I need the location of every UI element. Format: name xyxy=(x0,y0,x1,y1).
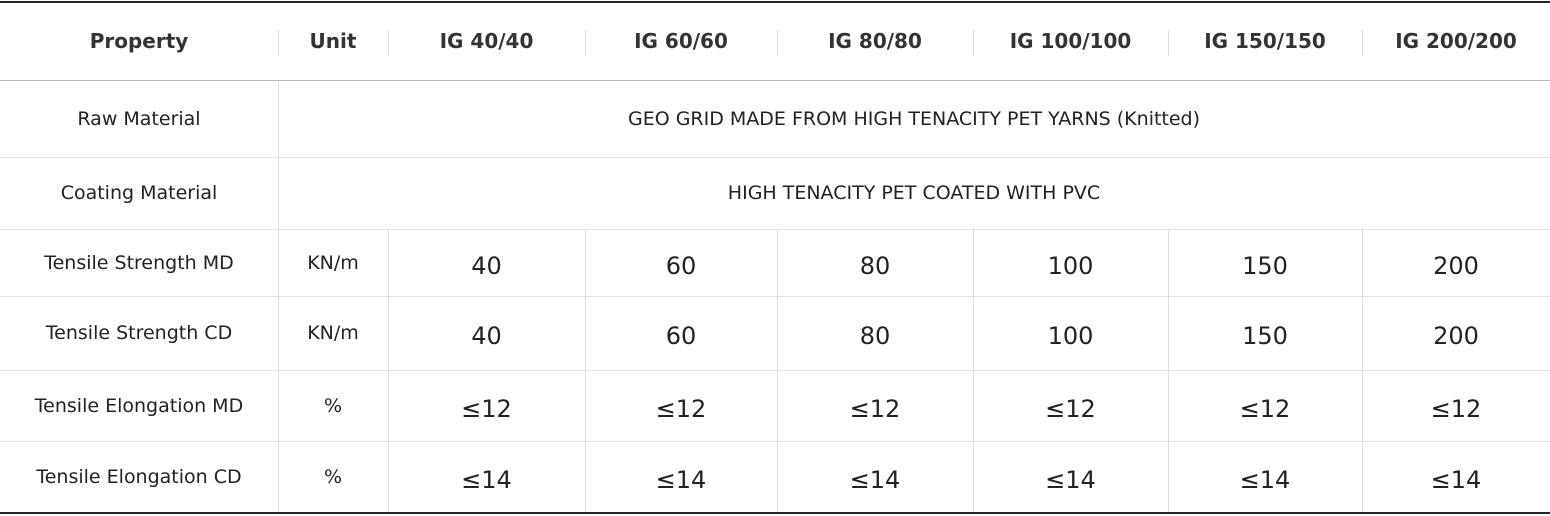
span-cell: HIGH TENACITY PET COATED WITH PVC xyxy=(727,182,1101,204)
column-header: Property xyxy=(89,29,189,53)
unit-cell: KN/m xyxy=(307,251,359,274)
value-cell: 80 xyxy=(859,251,891,280)
header-divider xyxy=(388,30,389,56)
span-cell: GEO GRID MADE FROM HIGH TENACITY PET YAR… xyxy=(627,107,1201,130)
column-header: Unit xyxy=(309,29,357,53)
value-cell: 60 xyxy=(665,251,697,280)
value-cell: ≤14 xyxy=(1430,466,1482,494)
col-divider xyxy=(1168,229,1169,512)
property-cell: Tensile Elongation MD xyxy=(34,394,244,417)
bottom-border xyxy=(0,512,1550,514)
col-divider xyxy=(777,229,778,512)
value-cell: ≤14 xyxy=(849,466,901,494)
value-cell: ≤12 xyxy=(849,394,901,423)
value-cell: ≤14 xyxy=(655,466,707,494)
unit-cell: KN/m xyxy=(307,322,359,344)
column-header: IG 150/150 xyxy=(1204,29,1326,53)
column-header: IG 200/200 xyxy=(1395,29,1517,53)
row-line xyxy=(0,229,1550,230)
value-cell: 80 xyxy=(859,322,891,350)
header-divider xyxy=(585,30,586,56)
header-border xyxy=(0,80,1550,81)
value-cell: 40 xyxy=(471,251,502,280)
value-cell: 150 xyxy=(1242,251,1288,280)
row-line xyxy=(0,157,1550,158)
col-divider xyxy=(973,229,974,512)
header-divider xyxy=(278,30,279,56)
value-cell: 60 xyxy=(665,322,697,350)
value-cell: ≤12 xyxy=(1430,394,1482,423)
top-border xyxy=(0,1,1550,3)
property-cell: Coating Material xyxy=(60,182,218,204)
property-cell: Tensile Strength MD xyxy=(44,251,234,274)
col-divider xyxy=(278,82,279,512)
value-cell: ≤12 xyxy=(1239,394,1291,423)
header-divider xyxy=(777,30,778,56)
value-cell: 100 xyxy=(1047,251,1094,280)
row-line xyxy=(0,296,1550,297)
value-cell: ≤12 xyxy=(1045,394,1096,423)
value-cell: ≤12 xyxy=(655,394,707,423)
unit-cell: % xyxy=(323,466,343,488)
column-header: IG 40/40 xyxy=(439,29,534,53)
column-header: IG 80/80 xyxy=(828,29,922,53)
value-cell: 40 xyxy=(471,322,502,350)
value-cell: 100 xyxy=(1047,322,1094,350)
value-cell: ≤14 xyxy=(1045,466,1096,494)
value-cell: 200 xyxy=(1433,322,1479,350)
header-divider xyxy=(1362,30,1363,56)
value-cell: ≤12 xyxy=(461,394,512,423)
header-divider xyxy=(973,30,974,56)
value-cell: ≤14 xyxy=(1239,466,1291,494)
column-header: IG 60/60 xyxy=(634,29,728,53)
property-cell: Tensile Elongation CD xyxy=(36,466,242,488)
col-divider xyxy=(1362,229,1363,512)
unit-cell: % xyxy=(323,394,343,417)
value-cell: 150 xyxy=(1242,322,1288,350)
col-divider xyxy=(388,229,389,512)
col-divider xyxy=(585,229,586,512)
property-cell: Tensile Strength CD xyxy=(45,322,233,344)
header-divider xyxy=(1168,30,1169,56)
value-cell: 200 xyxy=(1433,251,1479,280)
property-cell: Raw Material xyxy=(77,107,201,130)
value-cell: ≤14 xyxy=(461,466,512,494)
row-line xyxy=(0,441,1550,442)
column-header: IG 100/100 xyxy=(1009,29,1132,53)
row-line xyxy=(0,370,1550,371)
